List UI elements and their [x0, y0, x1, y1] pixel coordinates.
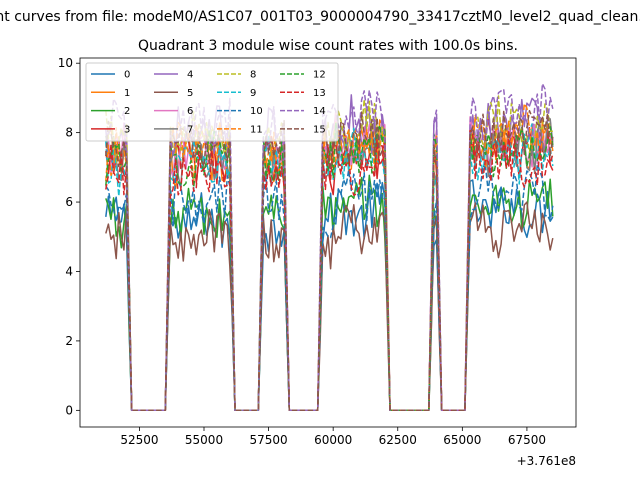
- y-tick-label: 4: [65, 264, 73, 278]
- legend-label-3: 3: [124, 124, 130, 135]
- x-tick-label: 62500: [379, 433, 417, 447]
- x-axis: 52500 55000 57500 60000 62500 65000 67500: [120, 427, 546, 447]
- y-axis: 0 2 4 6 8 10: [58, 56, 80, 417]
- legend-label-6: 6: [187, 106, 193, 117]
- y-tick-label: 8: [65, 126, 73, 140]
- figure-suptitle: Light curves from file: modeM0/AS1C07_00…: [0, 9, 640, 25]
- x-tick-label: 67500: [508, 433, 546, 447]
- legend-label-7: 7: [187, 124, 193, 135]
- legend-label-13: 13: [313, 88, 326, 99]
- x-tick-label: 65000: [443, 433, 481, 447]
- series-line-13: [105, 129, 554, 412]
- x-tick-label: 52500: [120, 433, 158, 447]
- legend-label-1: 1: [124, 88, 130, 99]
- legend-label-0: 0: [124, 70, 130, 81]
- legend-label-10: 10: [250, 106, 263, 117]
- legend-label-11: 11: [250, 124, 263, 135]
- y-tick-label: 6: [65, 195, 73, 209]
- legend-frame: [85, 62, 339, 142]
- legend-label-9: 9: [250, 88, 256, 99]
- axes-title: Quadrant 3 module wise count rates with …: [138, 38, 518, 54]
- axes-frame: [79, 57, 577, 428]
- series-line-10: [105, 163, 554, 412]
- y-tick-label: 10: [58, 56, 73, 70]
- legend-label-5: 5: [187, 88, 193, 99]
- x-tick-label: 55000: [185, 433, 223, 447]
- legend-label-4: 4: [187, 70, 193, 81]
- legend-label-12: 12: [313, 70, 326, 81]
- series-line-5: [105, 201, 554, 412]
- y-tick-label: 0: [65, 403, 73, 417]
- series-line-9: [105, 123, 554, 412]
- legend-label-2: 2: [124, 106, 130, 117]
- x-tick-label: 60000: [314, 433, 352, 447]
- legend-label-15: 15: [313, 124, 326, 135]
- x-offset-label: +3.761e8: [517, 454, 576, 468]
- legend-label-8: 8: [250, 70, 256, 81]
- y-tick-label: 2: [65, 334, 73, 348]
- x-tick-label: 57500: [249, 433, 287, 447]
- legend-label-14: 14: [313, 106, 326, 117]
